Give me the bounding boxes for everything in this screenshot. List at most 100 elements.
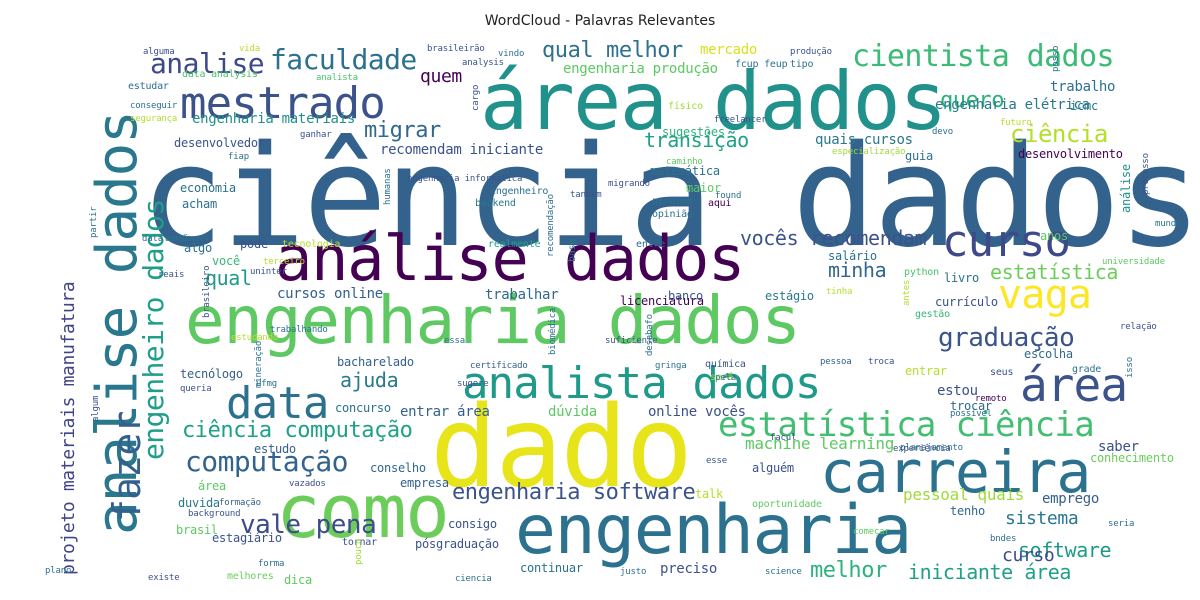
word-pode: pode — [240, 237, 268, 251]
word-cursos-online: cursos online — [277, 286, 383, 302]
word-engenharia-dados: engenharia dados — [185, 282, 801, 359]
word-escolha: escolha — [1024, 347, 1073, 361]
word-desenvolvedor: desenvolvedor — [174, 136, 265, 150]
word-graduacao: graduação — [938, 323, 1075, 353]
word-duvida: dúvida — [548, 404, 597, 420]
word-pela: pela — [715, 373, 736, 383]
word-fcup-feup: fcup feup — [735, 59, 788, 70]
word-cientista-dados: cientista dados — [852, 39, 1115, 74]
word-seus: seus — [990, 367, 1014, 378]
word-existe: existe — [148, 573, 180, 583]
word-troca: troca — [868, 357, 895, 367]
word-algum: algum — [91, 395, 101, 422]
word-brasileiro: brasileiro — [202, 265, 212, 318]
word-aqui: aqui — [708, 198, 732, 209]
word-sugestoes: sugestões — [662, 125, 725, 139]
word-talk: talk — [695, 487, 723, 501]
word-emprego: emprego — [1042, 491, 1100, 507]
word-desenvolvimento: desenvolvimento — [1018, 147, 1123, 161]
word-estagio: estágio — [765, 289, 814, 303]
word-empresa: empresa — [400, 476, 449, 490]
word-tipo: tipo — [790, 59, 814, 70]
word-suficiente: suficiente — [605, 336, 658, 346]
word-trocar: trocar — [950, 399, 992, 413]
word-terceiro: terceiro — [263, 257, 305, 267]
word-fisico: físico — [668, 101, 703, 112]
word-plano: plano — [45, 566, 72, 576]
word-algo: algo — [184, 241, 212, 255]
word-economia: economia — [180, 181, 236, 195]
word-quero: quero — [940, 88, 1005, 113]
word-engenharia-eletrica: engenharia elétrica — [935, 97, 1090, 113]
word-fiap: fiap — [228, 152, 249, 162]
word-realmente: realmente — [488, 239, 541, 250]
word-found: found — [715, 191, 742, 201]
word-mestrado: mestrado — [180, 78, 386, 129]
word-concurso: concurso — [335, 401, 391, 415]
word-background: background — [188, 509, 241, 519]
word-pessoa: pessoa — [820, 357, 852, 367]
word-online-voces: online vocês — [648, 404, 746, 420]
word-engenharia-software: engenharia software — [452, 480, 696, 505]
word-entre: entre — [636, 239, 666, 250]
word-trabalho: trabalho — [1050, 79, 1116, 95]
word-computacao: computação — [185, 445, 349, 478]
word-consigo: consigo — [448, 517, 497, 531]
word-sistema: sistema — [1005, 508, 1079, 529]
word-brasil: brasil — [176, 523, 218, 537]
word-vazados: vazados — [289, 479, 326, 489]
word-universidade: universidade — [1102, 257, 1165, 267]
word-dica: dica — [284, 573, 312, 587]
word-opiniao: opinião — [652, 209, 693, 220]
word-posgraduacao: pósgraduação — [415, 537, 499, 551]
word-como: como — [276, 469, 450, 555]
word-alguem: alguém — [752, 461, 794, 475]
word-ciencia-computacao: ciência computação — [182, 418, 413, 443]
word-seria: seria — [1108, 519, 1135, 529]
word-isso: isso — [1125, 357, 1135, 378]
word-comecar: começar — [853, 527, 890, 537]
word-estudar: estudar — [128, 81, 169, 92]
word-grade: grade — [1072, 364, 1102, 375]
word-mundo: mundo — [1155, 219, 1182, 229]
word-migrar: migrar — [364, 118, 441, 143]
word-saber: saber — [1098, 439, 1139, 455]
word-backend: backend — [475, 198, 516, 209]
word-machine-learning: machine learning — [745, 434, 895, 453]
word-projeto-materiais-manufatura: projeto materiais manufatura — [58, 281, 79, 575]
word-engenharia-informatica: engenharia informática — [407, 174, 523, 184]
word-bndes: bndes — [990, 534, 1017, 544]
word-livro: livro — [944, 271, 979, 285]
word-curso: curso — [1002, 545, 1055, 566]
word-melhores: melhores — [227, 571, 274, 582]
word-vale-pena: vale pena — [240, 510, 377, 540]
word-maior: maior — [686, 181, 721, 195]
word-esse: esse — [706, 456, 727, 466]
word-licenciatura: licenciatura — [620, 294, 704, 308]
word-conseguir: conseguir — [130, 101, 178, 111]
word-possivel: possível — [950, 409, 992, 419]
word-iniciante-area: iniciante área — [908, 560, 1071, 584]
word-trabalhar: trabalhar — [485, 287, 559, 303]
word-estudo: estudo — [254, 442, 296, 456]
chart-title: WordCloud - Palavras Relevantes — [484, 13, 716, 29]
word-analista: analista — [316, 73, 358, 83]
word-quais-cursos: quais cursos — [815, 132, 913, 148]
word-engenharia: engenharia — [515, 491, 912, 570]
word-devo: devo — [932, 127, 953, 137]
word-remoto: remoto — [975, 394, 1007, 404]
word-qual: qual — [205, 266, 252, 290]
word-estatistica-ciencia: estatística ciência — [718, 405, 1095, 445]
word-salario: salário — [828, 249, 877, 263]
word-experiencia: experiência — [893, 444, 951, 454]
word-relacao: relação — [1120, 322, 1157, 332]
word-perdido: perdido — [652, 196, 693, 207]
word-oportunidade: oportunidade — [752, 499, 822, 510]
word-tenho: tenho — [950, 504, 985, 518]
word-transicao: transição — [644, 128, 749, 152]
word-futuro: futuro — [1000, 118, 1032, 128]
word-bacharelado: bacharelado — [337, 355, 414, 369]
word-voces-recomendam: vocês recomendam — [740, 226, 927, 250]
word-engenharia-materiais: engenharia materiais — [192, 111, 355, 127]
